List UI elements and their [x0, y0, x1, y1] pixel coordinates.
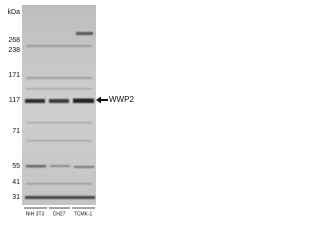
marker-label: 41	[12, 179, 20, 186]
marker-label: 31	[12, 194, 20, 201]
bands	[25, 32, 95, 199]
marker-label: 268	[8, 37, 20, 44]
marker-label: 55	[12, 163, 20, 170]
target-arrow	[96, 96, 108, 104]
marker-label: 238	[8, 47, 20, 54]
marker-label: 171	[8, 72, 20, 79]
lane-label: NIH 3T3	[26, 211, 45, 217]
lane-label: TCMK-1	[74, 211, 93, 217]
lane-label: CH27	[53, 211, 66, 217]
units-label: kDa	[8, 9, 21, 16]
blot-membrane	[22, 5, 96, 205]
target-label: WWP2	[109, 95, 134, 104]
marker-label: 117	[9, 97, 20, 104]
western-blot-figure: kDa 268 238 171 117 71 55 41 31 WWP2 NIH…	[8, 5, 134, 217]
marker-label: 71	[12, 128, 20, 135]
